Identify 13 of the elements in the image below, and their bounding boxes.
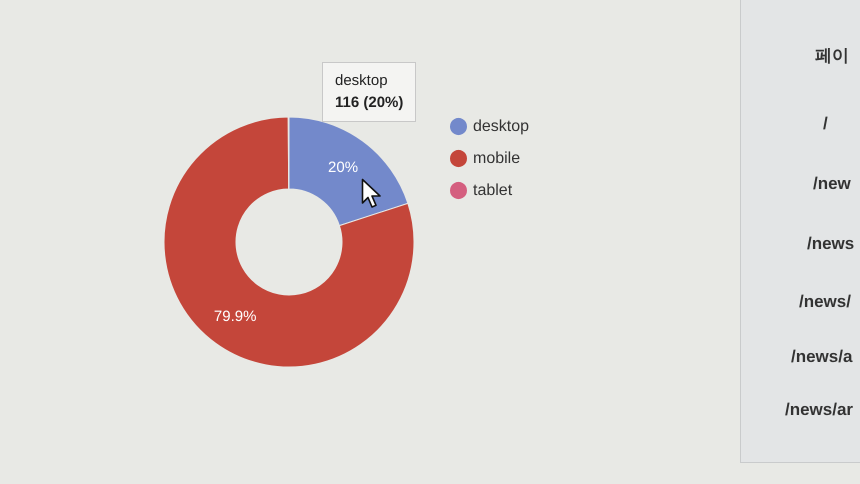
- text: /news/ar: [785, 400, 854, 420]
- text: desktop 116 (20%): [335, 71, 404, 113]
- text: /: [823, 114, 828, 134]
- legend-label: desktop: [473, 118, 530, 135]
- text: 페이: [815, 45, 849, 67]
- legend-label: tablet: [473, 182, 513, 199]
- data-label: 79.9%: [214, 308, 256, 326]
- text: /news/: [799, 292, 851, 312]
- text: /news/a: [791, 347, 852, 367]
- data-label: 20%: [328, 159, 358, 176]
- text: /new: [813, 174, 851, 194]
- legend-label: mobile: [473, 150, 520, 167]
- text: /news: [807, 234, 854, 254]
